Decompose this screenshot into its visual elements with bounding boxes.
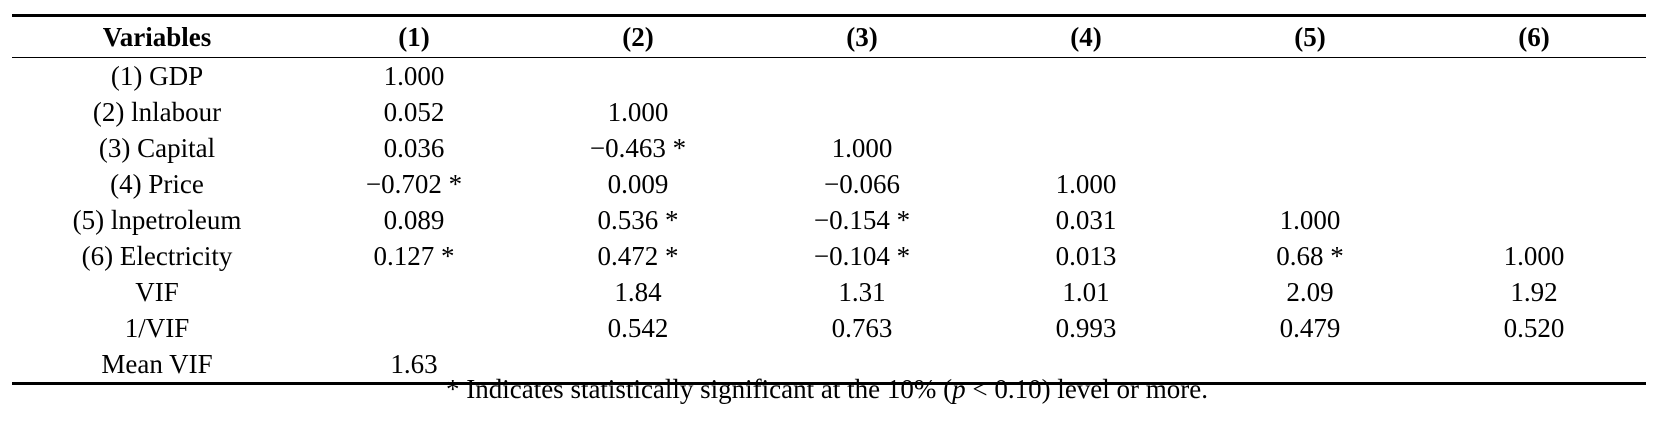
table-cell (974, 58, 1198, 95)
table-row: 1/VIF 0.542 0.763 0.993 0.479 0.520 (12, 310, 1646, 346)
table-cell: 0.127 * (373, 240, 455, 271)
row-label: (3) Capital (98, 132, 216, 163)
row-label: (1) GDP (110, 60, 204, 91)
table-cell: 1.000 (383, 60, 445, 91)
table-cell (1422, 94, 1646, 130)
footnote-text-end: < 0.10) level or more. (965, 374, 1209, 404)
table-cell: 0.68 * (1276, 240, 1344, 271)
table-cell: 0.052 (383, 96, 445, 127)
table-cell (526, 58, 750, 95)
table-cell: 1.01 (1062, 276, 1110, 307)
table-cell: 1.92 (1510, 276, 1558, 307)
row-label: (5) lnpetroleum (72, 204, 242, 235)
table-cell (974, 94, 1198, 130)
table-cell: −0.702 * (365, 168, 463, 199)
table-cell: 1.84 (614, 276, 662, 307)
table-cell: 0.479 (1279, 312, 1341, 343)
table-cell: 2.09 (1286, 276, 1334, 307)
table-cell: 0.542 (607, 312, 669, 343)
table-cell: 1.000 (1503, 240, 1565, 271)
table-row: (4) Price −0.702 * 0.009 −0.066 1.000 (12, 166, 1646, 202)
row-label: VIF (135, 276, 179, 307)
row-label: 1/VIF (124, 312, 190, 343)
footnote-text-start: * Indicates statistically significant at… (445, 374, 953, 404)
table-cell (1422, 58, 1646, 95)
table-row: (6) Electricity 0.127 * 0.472 * −0.104 *… (12, 238, 1646, 274)
row-label: (6) Electricity (81, 240, 233, 271)
header-col-5: (5) (1294, 21, 1326, 52)
table-cell: 0.763 (831, 312, 893, 343)
row-label: Mean VIF (101, 348, 213, 379)
table-cell: 1.000 (1055, 168, 1117, 199)
row-label: (2) lnlabour (92, 96, 222, 127)
table-cell: −0.066 (824, 168, 900, 199)
table-row: Mean VIF 1.63 (12, 346, 1646, 384)
table-cell (1422, 130, 1646, 166)
table-cell: 0.536 * (597, 204, 679, 235)
table-cell: −0.463 * (589, 132, 687, 163)
table-cell (1198, 58, 1422, 95)
table-cell: 0.031 (1055, 204, 1117, 235)
table-cell (750, 94, 974, 130)
table-cell (1198, 130, 1422, 166)
table-header-row: Variables (1) (2) (3) (4) (5) (6) (12, 15, 1646, 58)
table-footnote: * Indicates statistically significant at… (0, 374, 1654, 405)
header-col-4: (4) (1070, 21, 1102, 52)
table-cell: −0.104 * (813, 240, 911, 271)
table-cell (750, 58, 974, 95)
table-cell (1198, 166, 1422, 202)
table-cell (1422, 202, 1646, 238)
table-row: (5) lnpetroleum 0.089 0.536 * −0.154 * 0… (12, 202, 1646, 238)
table-cell: 0.036 (383, 132, 445, 163)
table-cell: 1.000 (831, 132, 893, 163)
correlation-table-container: Variables (1) (2) (3) (4) (5) (6) (1) GD… (12, 14, 1646, 385)
table-cell: 1.31 (838, 276, 886, 307)
table-cell: 0.993 (1055, 312, 1117, 343)
table-cell (302, 274, 526, 310)
header-col-6: (6) (1518, 21, 1550, 52)
table-cell (974, 130, 1198, 166)
table-cell: 0.520 (1503, 312, 1565, 343)
table-row: (3) Capital 0.036 −0.463 * 1.000 (12, 130, 1646, 166)
table-cell (1198, 94, 1422, 130)
header-variables: Variables (102, 21, 212, 52)
table-cell: 1.000 (607, 96, 669, 127)
table-cell: 1.000 (1279, 204, 1341, 235)
header-col-3: (3) (846, 21, 878, 52)
table-cell: 0.089 (383, 204, 445, 235)
table-cell: 0.013 (1055, 240, 1117, 271)
row-label: (4) Price (110, 168, 204, 199)
table-row: (1) GDP 1.000 (12, 58, 1646, 95)
table-cell: 0.009 (607, 168, 669, 199)
table-cell (1422, 166, 1646, 202)
header-col-1: (1) (398, 21, 430, 52)
table-row: VIF 1.84 1.31 1.01 2.09 1.92 (12, 274, 1646, 310)
footnote-p-symbol: p (952, 374, 966, 404)
header-col-2: (2) (622, 21, 654, 52)
correlation-vif-table: Variables (1) (2) (3) (4) (5) (6) (1) GD… (12, 14, 1646, 385)
table-cell: −0.154 * (813, 204, 911, 235)
table-cell: 0.472 * (597, 240, 679, 271)
table-cell: 1.63 (390, 348, 438, 379)
table-row: (2) lnlabour 0.052 1.000 (12, 94, 1646, 130)
table-cell (302, 310, 526, 346)
